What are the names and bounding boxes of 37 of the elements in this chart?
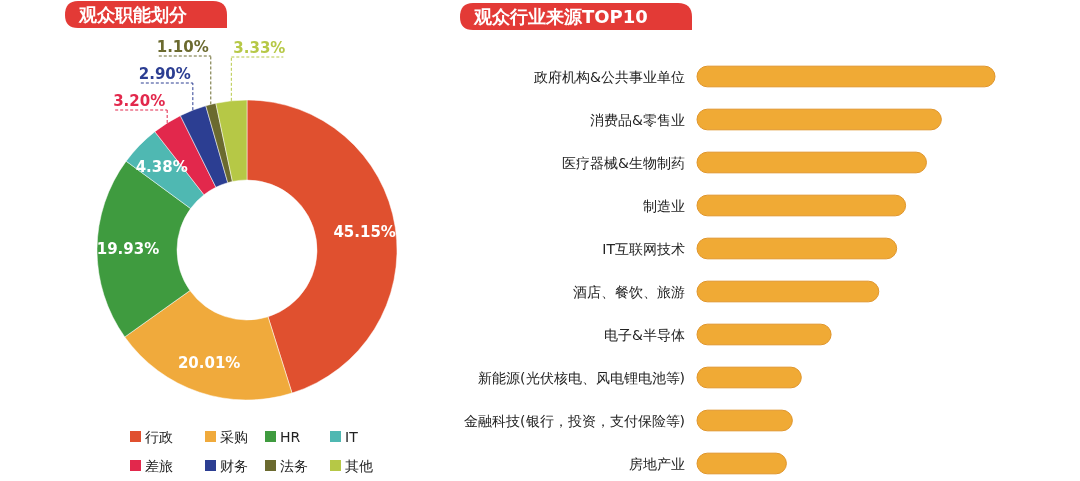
y-tick-label: IT互联网技术 bbox=[602, 240, 685, 257]
legend-label: 差旅 bbox=[145, 458, 173, 474]
legend-label: HR bbox=[280, 429, 301, 445]
bar bbox=[696, 280, 880, 303]
y-tick-label: 金融科技(银行，投资，支付保险等) bbox=[464, 412, 685, 429]
legend-label: 其他 bbox=[345, 458, 373, 474]
bar bbox=[696, 65, 996, 88]
y-tick-label: 政府机构&公共事业单位 bbox=[534, 68, 685, 85]
legend-label: 财务 bbox=[220, 458, 248, 474]
data-label: 45.15% bbox=[333, 222, 396, 241]
y-tick-label: 制造业 bbox=[643, 197, 685, 214]
y-tick-label: 电子&半导体 bbox=[604, 326, 685, 343]
data-label: 1.10% bbox=[156, 38, 209, 56]
y-tick-label: 房地产业 bbox=[629, 455, 685, 472]
bar bbox=[696, 237, 898, 260]
legend-label: 法务 bbox=[280, 458, 308, 474]
data-label: 20.01% bbox=[177, 353, 241, 372]
bar bbox=[696, 323, 832, 346]
legend-label: 采购 bbox=[220, 429, 248, 445]
data-label: 3.20% bbox=[113, 92, 166, 110]
bar bbox=[696, 194, 907, 217]
data-label: 19.93% bbox=[96, 240, 160, 259]
data-label: 3.33% bbox=[233, 39, 286, 57]
y-tick-label: 酒店、餐饮、旅游 bbox=[573, 283, 685, 300]
legend-label: IT bbox=[345, 429, 359, 445]
y-tick-label: 新能源(光伏核电、风电锂电池等) bbox=[478, 369, 685, 386]
bar bbox=[696, 452, 787, 475]
data-label: 2.90% bbox=[138, 65, 191, 83]
chart-title: 观众行业来源TOP10 bbox=[473, 6, 648, 27]
bar bbox=[696, 151, 927, 174]
y-tick-label: 医疗器械&生物制药 bbox=[562, 154, 685, 171]
legend-label: 行政 bbox=[145, 429, 173, 445]
chart-title: 观众职能划分 bbox=[78, 4, 188, 25]
y-tick-label: 消费品&零售业 bbox=[590, 111, 685, 128]
bar bbox=[696, 409, 793, 432]
bar bbox=[696, 108, 942, 131]
bar bbox=[696, 366, 802, 389]
